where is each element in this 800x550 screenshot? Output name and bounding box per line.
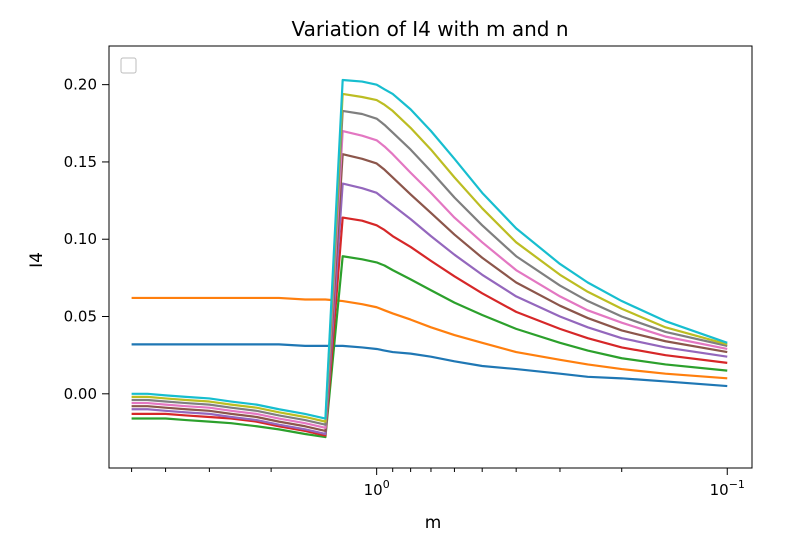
y-axis: 0.20 0.15 0.10 0.05 0.00: [64, 76, 109, 403]
series-line-8: [131, 109, 728, 426]
x-axis: 100 10−1: [131, 468, 745, 499]
series-line-3: [131, 255, 728, 439]
y-tick-label-5: 0.00: [64, 385, 97, 403]
y-axis-label: I4: [27, 252, 47, 268]
x-tick-label-1: 100: [364, 478, 390, 499]
y-tick-label-2: 0.15: [64, 153, 97, 171]
y-tick-label-1: 0.20: [64, 76, 97, 94]
legend-box: [120, 57, 137, 74]
series-line-7: [131, 129, 728, 429]
x-axis-label: m: [425, 513, 442, 533]
series-line-10: [131, 78, 728, 420]
series-line-1: [131, 343, 728, 388]
series-line-6: [131, 153, 728, 432]
plot-lines: [131, 78, 728, 439]
series-line-5: [131, 182, 728, 436]
chart-title: Variation of I4 with m and n: [292, 17, 569, 41]
series-line-2: [131, 296, 728, 380]
y-tick-label-3: 0.10: [64, 230, 97, 248]
y-tick-label-4: 0.05: [64, 308, 97, 326]
series-line-4: [131, 216, 728, 437]
x-tick-label-2: 10−1: [710, 478, 745, 499]
series-line-9: [131, 92, 728, 423]
